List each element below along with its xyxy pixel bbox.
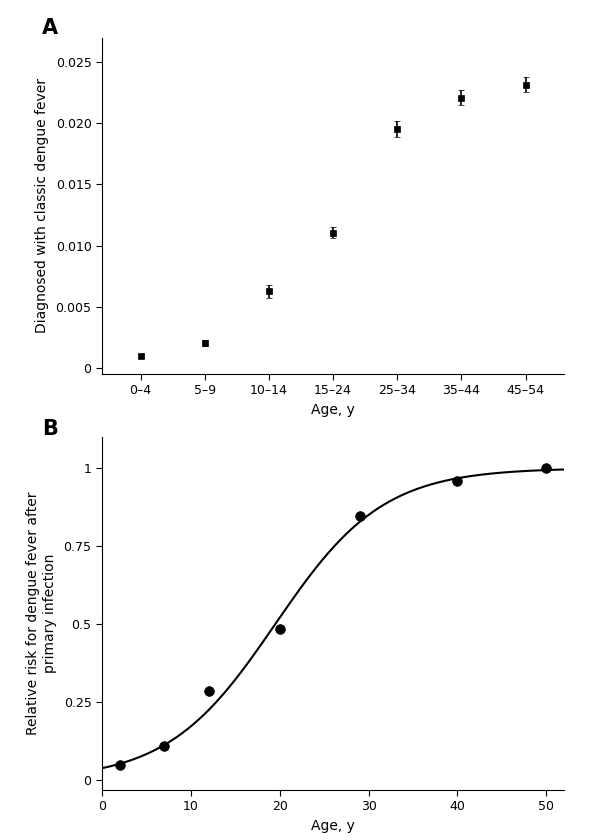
- X-axis label: Age, y: Age, y: [311, 402, 355, 417]
- Text: A: A: [42, 18, 58, 38]
- Y-axis label: Diagnosed with classic dengue fever: Diagnosed with classic dengue fever: [35, 78, 49, 333]
- X-axis label: Age, y: Age, y: [311, 818, 355, 832]
- Text: B: B: [42, 419, 58, 439]
- Y-axis label: Relative risk for dengue fever after
primary infection: Relative risk for dengue fever after pri…: [26, 491, 56, 735]
